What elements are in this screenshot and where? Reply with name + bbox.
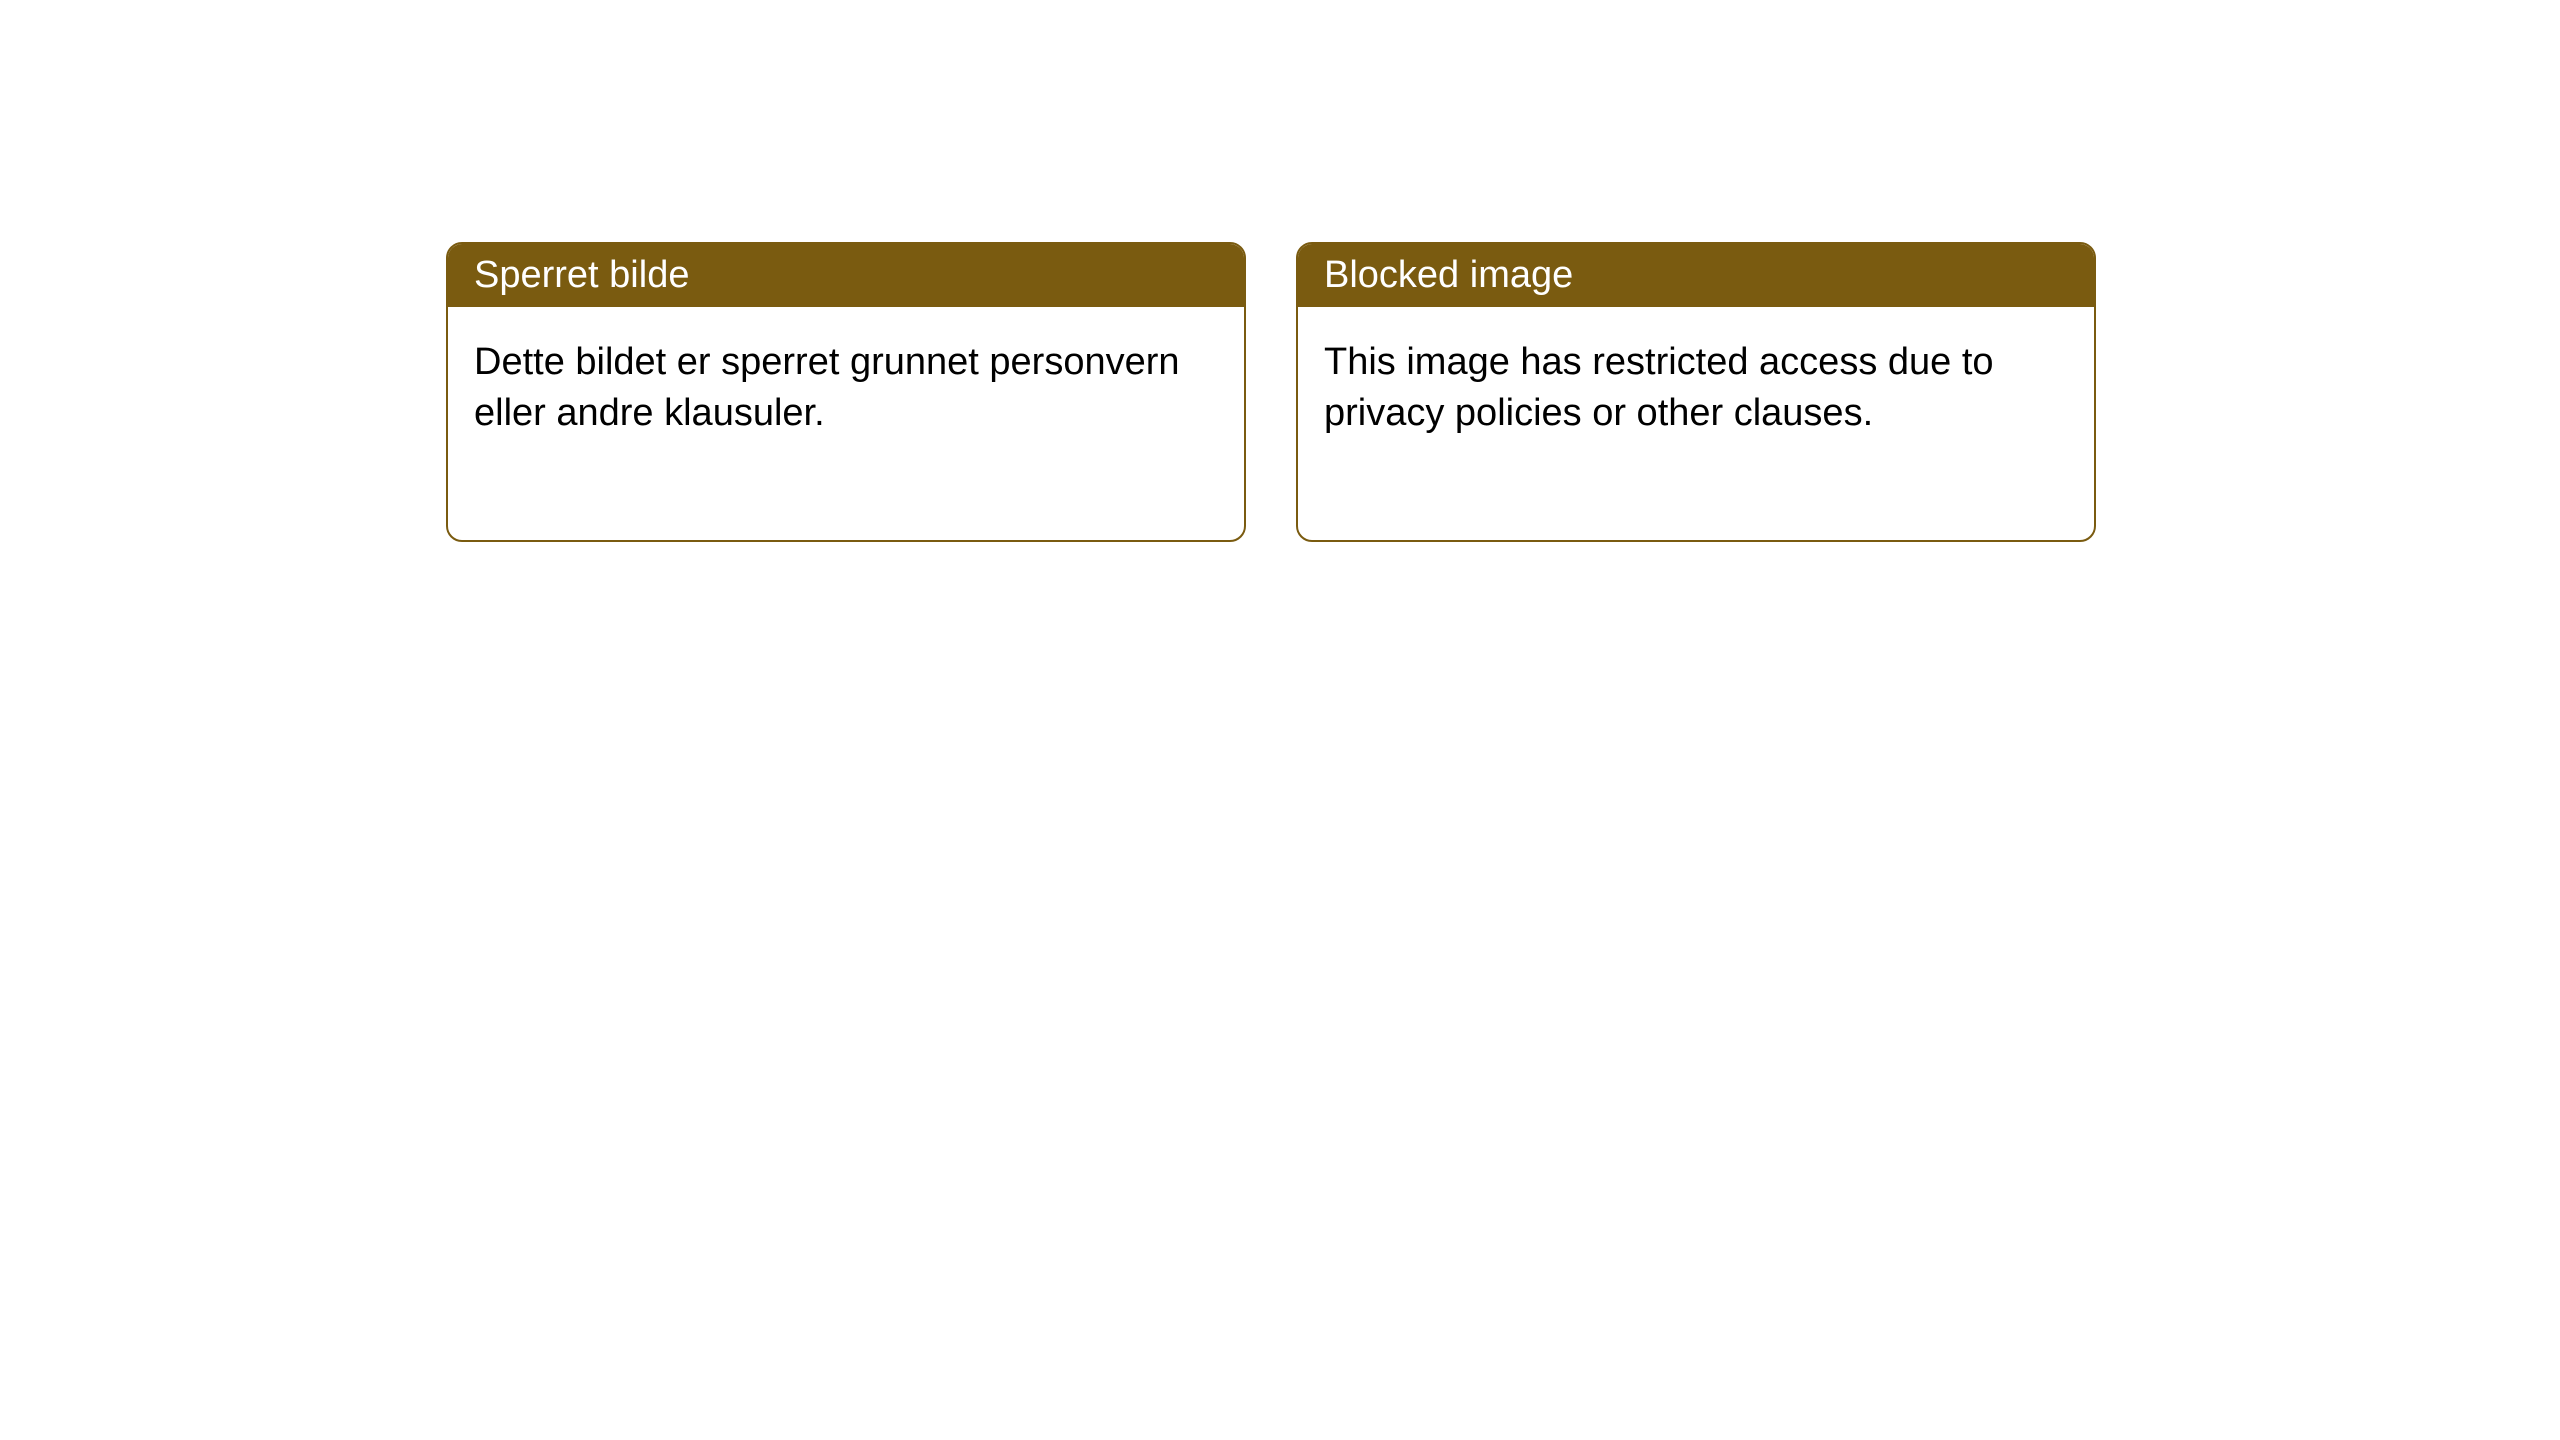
card-title: Sperret bilde bbox=[474, 254, 689, 296]
card-title: Blocked image bbox=[1324, 254, 1573, 296]
cards-container: Sperret bilde Dette bildet er sperret gr… bbox=[0, 0, 2560, 542]
card-header-no: Sperret bilde bbox=[448, 244, 1244, 307]
card-body-text: This image has restricted access due to … bbox=[1324, 341, 1994, 434]
card-header-en: Blocked image bbox=[1298, 244, 2094, 307]
blocked-image-card-en: Blocked image This image has restricted … bbox=[1296, 242, 2096, 542]
card-body-en: This image has restricted access due to … bbox=[1298, 307, 2094, 540]
blocked-image-card-no: Sperret bilde Dette bildet er sperret gr… bbox=[446, 242, 1246, 542]
card-body-text: Dette bildet er sperret grunnet personve… bbox=[474, 341, 1180, 434]
card-body-no: Dette bildet er sperret grunnet personve… bbox=[448, 307, 1244, 540]
